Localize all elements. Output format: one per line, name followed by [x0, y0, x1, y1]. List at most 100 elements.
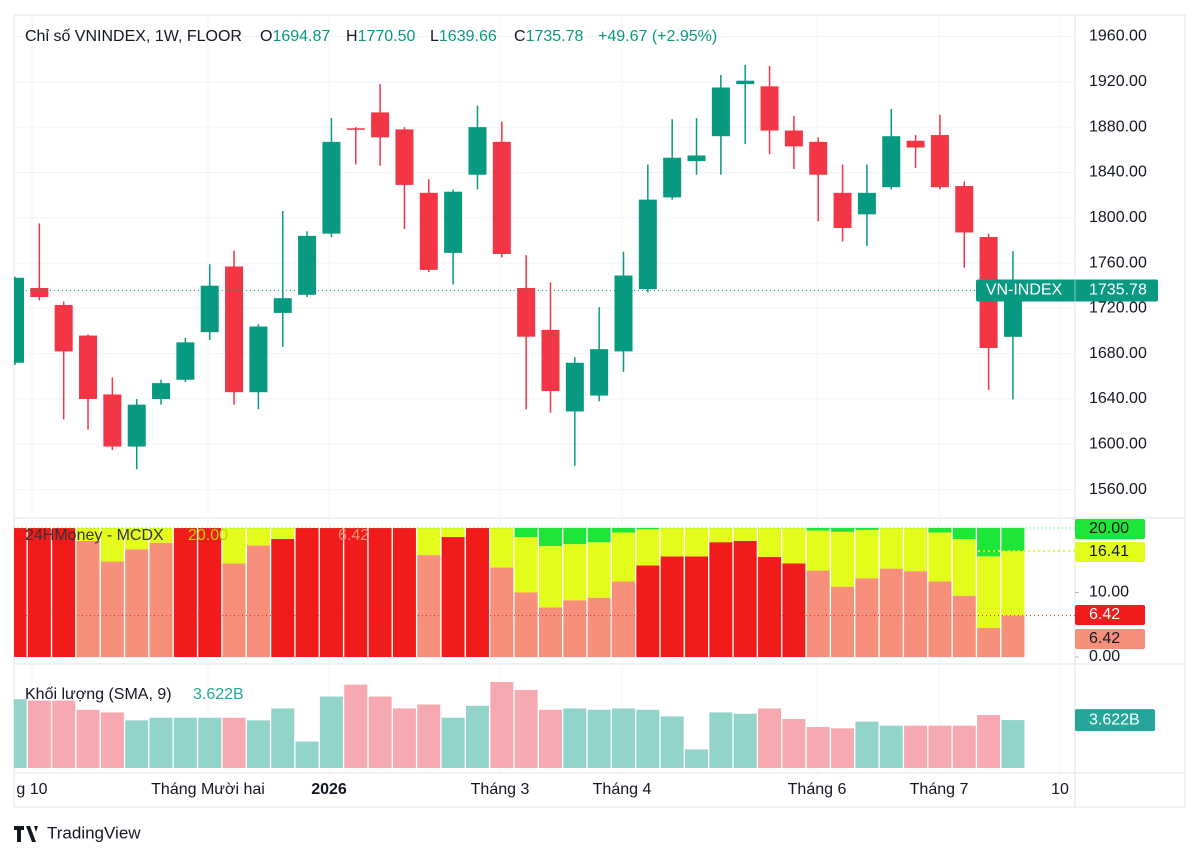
legend-ohlc: C1735.78 [514, 28, 584, 45]
mcdx-bar [587, 542, 611, 598]
volume-bar [319, 696, 343, 768]
candle-body [14, 277, 24, 363]
mcdx-bar [855, 529, 879, 579]
volume-bar [806, 726, 830, 768]
ohlc-label: O [260, 28, 272, 45]
candle-body [663, 157, 682, 198]
mcdx-bar [733, 528, 757, 541]
mcdx-bar [1001, 615, 1025, 657]
candle-body [809, 141, 828, 175]
mcdx-bar [125, 528, 149, 550]
volume-bar [392, 708, 416, 768]
mcdx-bar [295, 528, 319, 657]
mcdx-bar [587, 528, 611, 543]
price-tag-value: 1735.78 [1089, 282, 1147, 299]
candle-body [760, 86, 779, 131]
candle-body [468, 127, 487, 175]
mcdx-bar [246, 545, 270, 657]
mcdx-bar [368, 528, 392, 657]
volume-bar [490, 682, 514, 768]
brand: TradingView [47, 823, 141, 842]
mcdx-bar [490, 528, 514, 568]
mcdx-bar [319, 528, 343, 657]
x-tick-label: g 10 [16, 781, 47, 798]
mcdx-bar [465, 528, 489, 657]
candle-body [541, 329, 560, 392]
y-tick-label: 1560.00 [1089, 481, 1147, 498]
candle-body [127, 404, 146, 447]
y-tick-label: 0.00 [1089, 648, 1120, 665]
legend-value: 6.42 [338, 527, 369, 544]
volume-bar [76, 709, 100, 768]
candle-body [419, 192, 438, 270]
volume-bar [344, 684, 368, 768]
mcdx-bar [490, 567, 514, 657]
mcdx-bar [514, 537, 538, 593]
volume-bar [222, 717, 246, 768]
mcdx-bar [100, 528, 124, 562]
candle-body [225, 266, 244, 393]
mcdx-bar [612, 532, 635, 582]
volume-bar [100, 712, 124, 768]
mcdx-bar [928, 581, 952, 657]
mcdx-bar [271, 528, 295, 539]
volume-bar [27, 700, 51, 768]
ohlc-value: 1639.66 [439, 28, 497, 45]
mcdx-bar [709, 528, 733, 543]
value-tag [1075, 542, 1145, 562]
legend-ohlc: O1694.87 [260, 28, 330, 45]
mcdx-bar [441, 528, 465, 538]
x-tick-label: Tháng Mười hai [151, 781, 265, 798]
mcdx-bar [831, 531, 855, 587]
candle-body [614, 275, 633, 352]
legend-title: Khối lượng (SMA, 9) [25, 686, 172, 703]
volume-bar [587, 709, 611, 768]
mcdx-bar [1001, 528, 1025, 552]
mcdx-bar [855, 578, 879, 657]
mcdx-bar [392, 528, 416, 657]
x-tick-label: Tháng 4 [593, 781, 652, 798]
mcdx-bar [782, 528, 806, 564]
mcdx-bar [14, 528, 27, 657]
volume-bar [295, 741, 319, 768]
volume-bar [149, 717, 173, 768]
mcdx-bar [758, 528, 782, 558]
legend-title: 24HMoney - MCDX [25, 527, 164, 544]
candle-body [711, 87, 730, 137]
candle-body [930, 135, 949, 188]
volume-bar [417, 704, 441, 768]
mcdx-bar [904, 528, 928, 572]
value-tag [1075, 629, 1145, 649]
mcdx-bar [636, 565, 660, 657]
mcdx-bar [806, 528, 830, 531]
mcdx-bar [636, 529, 660, 566]
mcdx-bar [587, 597, 611, 657]
candle-body [249, 326, 268, 393]
candle-body [273, 298, 292, 313]
candle-body [736, 80, 755, 85]
value-tag [1075, 519, 1145, 539]
mcdx-bar [514, 592, 538, 657]
ohlc-value: 1770.50 [358, 28, 416, 45]
value-tag-label: 16.41 [1089, 543, 1129, 560]
mcdx-bar [344, 528, 368, 657]
mcdx-bar [904, 571, 928, 657]
value-tag-label: 6.42 [1089, 630, 1120, 647]
volume-bar [246, 720, 270, 768]
volume-bar [1001, 720, 1025, 768]
candle-body [322, 141, 341, 234]
mcdx-bar [563, 528, 587, 545]
volume-bar [14, 699, 27, 768]
candle-body [200, 285, 219, 333]
mcdx-bar [782, 563, 806, 657]
plot-area [14, 15, 1075, 773]
volume-bar [198, 717, 222, 768]
y-tick-label: 1880.00 [1089, 118, 1147, 135]
value-tag [1075, 709, 1155, 732]
volume-bar [173, 717, 197, 768]
candle-body [444, 191, 463, 253]
volume-bar [271, 708, 295, 768]
volume-bar [660, 716, 684, 768]
mcdx-bar [441, 537, 465, 657]
